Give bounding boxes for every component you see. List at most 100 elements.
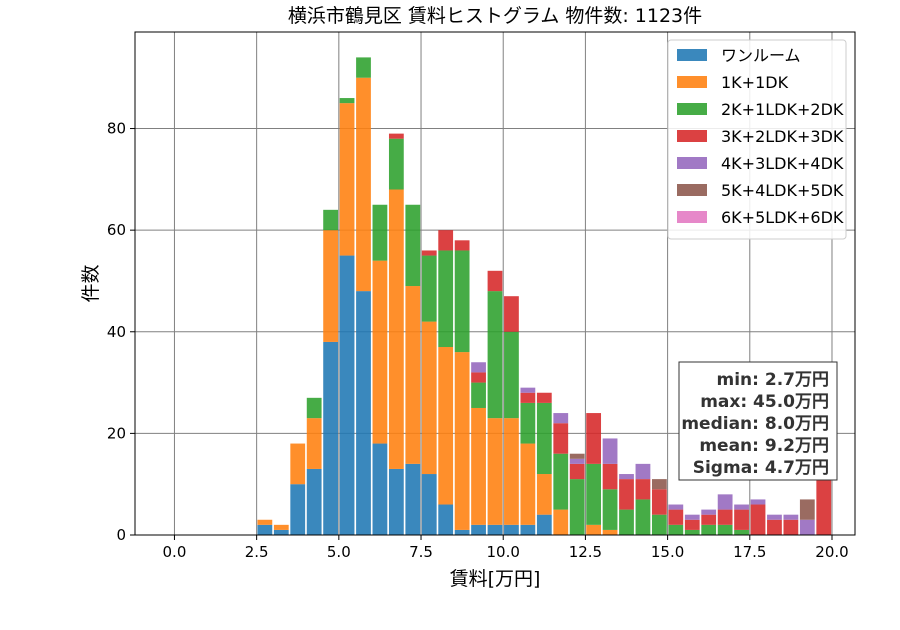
histogram-bar [438,230,454,251]
histogram-bar [290,443,306,485]
histogram-bar [372,204,388,261]
histogram-bar [684,519,700,530]
histogram-bar [356,77,371,292]
bar-series [569,453,815,520]
histogram-bar [471,382,486,408]
histogram-bar [553,413,569,424]
histogram-bar [783,514,799,520]
histogram-bar [799,519,815,535]
legend-swatch [677,76,707,88]
histogram-bar [569,479,585,535]
histogram-bar [388,138,404,190]
histogram-bar [668,524,684,535]
histogram-bar [372,443,388,535]
histogram-bar [668,504,684,510]
histogram-bars [257,57,832,535]
histogram-bar [388,133,404,139]
legend-swatch [677,130,707,142]
histogram-bar [734,504,749,510]
histogram-bar [651,479,667,490]
histogram-bar [553,509,569,535]
histogram-bar [273,529,289,535]
legend: ワンルーム 1K+1DK 2K+1LDK+2DK 3K+2LDK+3DK 4K+3LDK… [667,39,847,240]
histogram-bar [553,453,569,510]
bar-series [471,362,815,535]
legend-box [667,39,847,240]
legend-label: 4K+3LDK+4DK [721,154,844,173]
stats-line: mean: 9.2万円 [699,436,829,456]
histogram-bar [569,458,585,464]
stats-box-frame [678,361,838,481]
histogram-bar [799,499,815,520]
histogram-bar [421,255,437,322]
stats-line: min: 2.7万円 [717,370,829,390]
histogram-bar [405,204,421,287]
histogram-bar [487,270,503,292]
stats-line: median: 8.0万円 [681,414,829,434]
histogram-bar [520,524,536,535]
histogram-bar [405,463,421,535]
histogram-bar [454,250,470,353]
histogram-bar [438,347,454,505]
histogram-bar [471,372,486,383]
histogram-bar [487,418,503,525]
legend-swatch [677,211,707,223]
x-tick-label: 12.5 [569,543,602,561]
y-tick-label: 60 [107,221,126,239]
histogram-bar [767,519,782,535]
legend-label: 3K+2LDK+3DK [721,127,844,146]
histogram-bar [635,499,651,535]
histogram-bar [487,524,503,535]
x-tick-label: 17.5 [733,543,766,561]
histogram-bar [586,463,602,525]
histogram-bar [536,514,552,535]
histogram-bar [421,474,437,535]
histogram-bar [668,509,684,525]
histogram-bar [783,519,799,535]
y-axis-title: 件数 [80,264,102,302]
legend-swatch [677,184,707,196]
histogram-bar [454,352,470,530]
histogram-bar [717,524,733,535]
histogram-bar [504,296,519,332]
histogram-bar [339,255,355,535]
legend-label: ワンルーム [721,46,801,65]
legend-swatch [677,103,707,115]
histogram-bar [619,479,634,510]
histogram-bar [421,321,437,475]
axes-frame [134,31,856,536]
histogram-bar [536,474,552,515]
histogram-bar [569,463,585,480]
histogram-bar [339,103,355,256]
histogram-bar [471,362,486,373]
histogram-bar [405,286,421,464]
histogram-bar [602,463,618,490]
histogram-bar [635,463,651,480]
histogram-bar [520,402,536,444]
histogram-bar [602,489,618,530]
histogram-bar [438,504,454,535]
histogram-bar [586,413,602,464]
legend-label: 2K+1LDK+2DK [721,100,844,119]
histogram-bar [356,57,371,78]
histogram-bar [750,504,766,535]
axis-ticks: 0.0 2.5 5.0 7.5 10.0 12.5 15.0 17.5 20.0 0 20 40 60 8… [107,120,849,561]
histogram-bar [273,524,289,530]
bar-series [257,77,618,535]
histogram-bar [619,509,634,535]
histogram-bar [372,260,388,444]
legend-label: 1K+1DK [721,73,789,92]
histogram-bar [388,468,404,535]
legend-label: 5K+4LDK+5DK [721,181,844,200]
histogram-bar [438,250,454,348]
histogram-bar [471,524,486,535]
histogram-bar [454,240,470,251]
histogram-bar [684,514,700,520]
histogram-bar [257,524,273,535]
x-tick-label: 5.0 [327,543,351,561]
histogram-bar [306,418,322,469]
histogram-bar [504,331,519,419]
